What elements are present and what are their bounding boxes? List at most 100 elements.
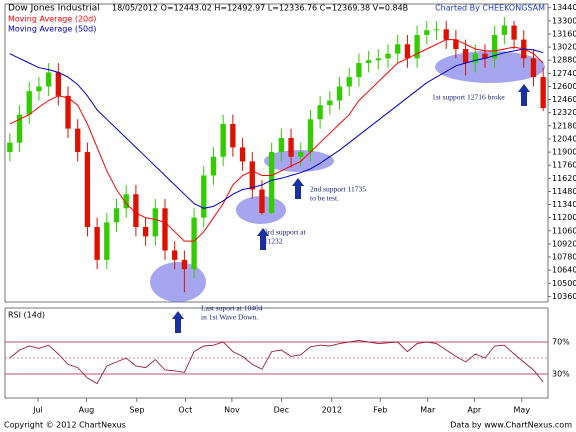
- x-tick-label: Nov: [224, 406, 240, 415]
- x-tick-label: Aug: [79, 406, 95, 415]
- annotation: 1st support 12716 broke: [432, 93, 505, 102]
- y-tick-label: 12320: [552, 108, 576, 117]
- footer-left: Copyright © 2012 ChartNexus: [4, 421, 126, 430]
- chart-title: Dow Jones Industrial: [8, 4, 100, 14]
- candle-body: [36, 86, 42, 92]
- candle-body: [317, 105, 323, 120]
- y-tick-label: 12740: [552, 69, 576, 78]
- candle-body: [84, 152, 91, 228]
- candle-body: [268, 152, 275, 213]
- highlight: [150, 262, 206, 302]
- moving-average-line: [9, 39, 544, 242]
- candle-body: [162, 208, 168, 251]
- candle-body: [230, 123, 236, 148]
- annotation: 2nd support 11735: [310, 185, 366, 194]
- y-tick-label: 10920: [552, 239, 576, 248]
- highlight: [435, 51, 545, 83]
- rsi-line: [9, 339, 544, 385]
- arrow: [292, 178, 304, 199]
- candle-body: [327, 100, 333, 106]
- candle-body: [191, 217, 197, 270]
- y-tick-label: 11760: [552, 161, 576, 170]
- rsi-panel: [4, 307, 549, 399]
- candle-body: [482, 53, 488, 59]
- candle-body: [307, 119, 314, 153]
- footer-right: Data by www.ChartNexus.com: [450, 421, 572, 430]
- candle-body: [123, 194, 129, 209]
- y-tick-label: 10780: [552, 253, 576, 262]
- x-tick-label: Sep: [129, 406, 144, 415]
- annotation: to be test.: [310, 194, 339, 203]
- y-tick-label: 12460: [552, 95, 576, 104]
- candle-body: [210, 156, 217, 176]
- y-tick-label: 10500: [552, 279, 576, 288]
- candle-body: [501, 25, 508, 35]
- candle-body: [152, 208, 158, 237]
- x-tick-label: Oct: [178, 406, 192, 415]
- y-tick-label: 11200: [552, 213, 576, 222]
- candle-body: [104, 222, 110, 260]
- legend-entry: Moving Average (50d): [8, 25, 96, 34]
- x-tick-label: Feb: [373, 406, 387, 415]
- candle-body: [55, 72, 61, 96]
- annotation: 11232: [264, 237, 283, 246]
- candle-body: [26, 91, 32, 115]
- candle-body: [288, 138, 294, 157]
- candle-body: [239, 147, 246, 162]
- candle-body: [220, 123, 226, 157]
- y-tick-label: 12180: [552, 121, 576, 130]
- y-tick-label: 11340: [552, 200, 576, 209]
- annotation: in 1st Wave Down.: [201, 313, 258, 322]
- y-tick-label: 13300: [552, 16, 576, 25]
- arrow: [172, 311, 184, 333]
- y-tick-label: 10360: [552, 292, 576, 301]
- candle-body: [540, 77, 546, 109]
- credit: Charted By CHEEKONGSAM: [435, 4, 545, 13]
- y-tick-label: 13020: [552, 43, 576, 52]
- candle-body: [453, 39, 459, 49]
- candle-body: [181, 259, 188, 270]
- y-tick-label: 13160: [552, 29, 576, 38]
- moving-average-line: [9, 48, 544, 209]
- candle-body: [404, 44, 411, 59]
- candle-body: [336, 86, 343, 101]
- candle-body: [346, 77, 352, 87]
- y-tick-label: 12040: [552, 134, 576, 143]
- candle-body: [94, 227, 100, 260]
- plot: 13440 13300 13160 13020 12880 12740 12600 12460…: [5, 3, 576, 415]
- candle-body: [133, 194, 139, 228]
- price-panel: [4, 3, 549, 303]
- y-tick-label: 11900: [552, 148, 576, 157]
- candle-body: [65, 95, 71, 129]
- rsi-tick-label: 30%: [552, 370, 570, 379]
- candle-body: [385, 53, 391, 59]
- candle-body: [298, 152, 304, 157]
- candle-body: [259, 189, 265, 213]
- y-tick-label: 10640: [552, 266, 576, 275]
- candle-body: [424, 30, 430, 35]
- arrows: [172, 84, 530, 333]
- candle-body: [201, 175, 207, 218]
- x-tick-label: May: [514, 406, 531, 415]
- y-tick-label: 13440: [552, 3, 576, 12]
- candle-body: [172, 250, 178, 260]
- y-tick-label: 11620: [552, 174, 576, 183]
- x-tick-label: Jul: [32, 406, 43, 415]
- candle-body: [16, 114, 23, 143]
- x-tick-label: 2012: [322, 406, 342, 415]
- x-tick-label: Apr: [467, 406, 482, 415]
- y-tick-label: 11480: [552, 187, 576, 196]
- support-highlights: [150, 51, 545, 302]
- candle-body: [395, 44, 401, 54]
- y-tick-label: 11060: [552, 226, 576, 235]
- candle-body: [75, 128, 81, 153]
- annotation: Last suport at 10404: [201, 304, 263, 313]
- candle-body: [45, 72, 52, 87]
- candle-body: [142, 227, 149, 237]
- arrow: [518, 84, 530, 106]
- candle-body: [472, 53, 478, 64]
- candle-body: [113, 208, 120, 223]
- candle-body: [433, 29, 440, 31]
- candle-body: [414, 34, 420, 59]
